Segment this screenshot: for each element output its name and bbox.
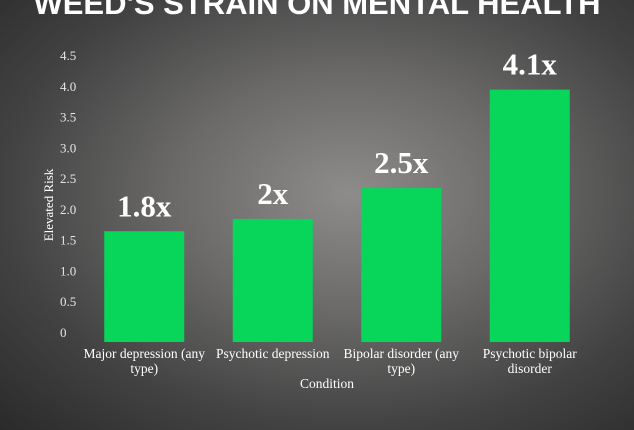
y-tick-label: 3.5: [60, 110, 76, 125]
y-tick-label: 1.5: [60, 233, 76, 248]
bar: [489, 89, 570, 342]
value-label: 1.8x: [117, 188, 172, 223]
value-label: 4.1x: [503, 47, 558, 82]
value-label: 2x: [257, 176, 289, 211]
y-tick-label: 4.5: [60, 48, 76, 63]
x-tick-label: Psychotic bipolar disorder: [482, 346, 577, 376]
y-tick-label: 2.5: [60, 171, 76, 186]
y-tick-label: 4.0: [60, 79, 76, 94]
bar: [232, 218, 313, 342]
value-label: 2.5x: [374, 145, 429, 180]
bar: [104, 231, 185, 342]
x-tick-label: Psychotic depression: [215, 346, 330, 361]
y-tick-label: 0.5: [60, 294, 76, 309]
y-tick-label: 2.0: [60, 202, 76, 217]
y-axis-label: Elevated Risk: [41, 168, 56, 241]
x-axis-label: Condition: [300, 376, 354, 391]
y-tick-label: 1.0: [60, 263, 76, 278]
chart-title: WEED'S STRAIN ON MENTAL HEALTH: [33, 0, 600, 21]
x-tick-label: Major depression (any type): [83, 346, 205, 376]
x-tick-label: Bipolar disorder (any type): [343, 346, 459, 376]
y-tick-label: 0: [60, 325, 67, 340]
y-tick-label: 3.0: [60, 140, 76, 155]
bar: [361, 188, 442, 342]
